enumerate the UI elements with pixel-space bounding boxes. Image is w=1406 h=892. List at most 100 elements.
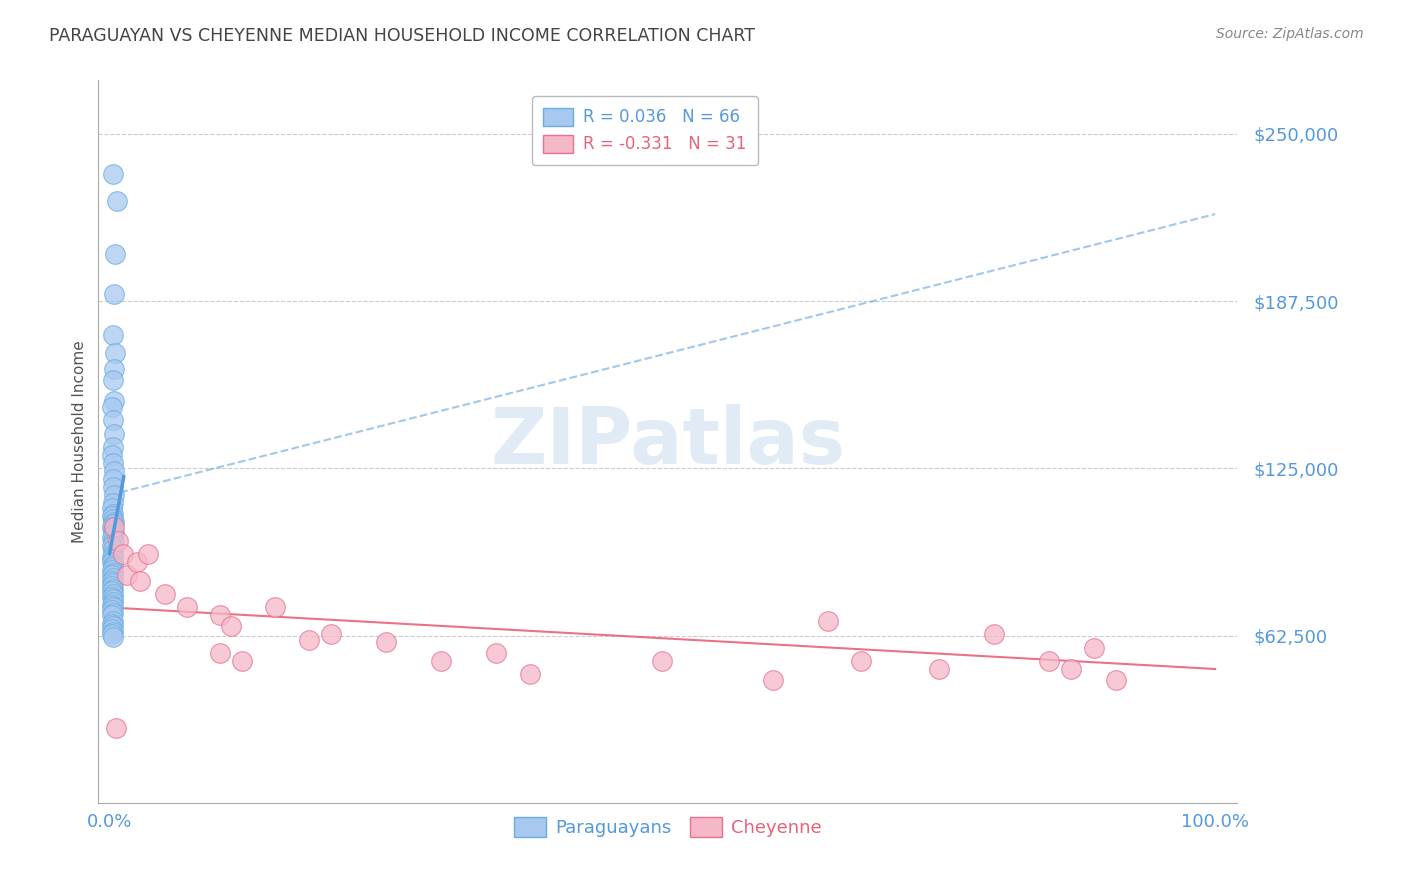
Point: [103, 520, 125, 534]
Point: [100, 563, 122, 577]
Point: [101, 624, 124, 639]
Point: [100, 501, 122, 516]
Point: [103, 536, 125, 550]
Point: [100, 555, 122, 569]
Point: [115, 568, 138, 582]
Point: [101, 547, 124, 561]
Point: [101, 576, 124, 591]
Point: [100, 584, 122, 599]
Point: [101, 558, 124, 572]
Point: [928, 662, 950, 676]
Point: [100, 549, 122, 564]
Point: [817, 614, 839, 628]
Point: [209, 608, 232, 623]
Point: [100, 531, 122, 545]
Point: [103, 287, 125, 301]
Point: [100, 598, 122, 612]
Point: [209, 646, 232, 660]
Point: [101, 517, 124, 532]
Point: [101, 571, 124, 585]
Point: [101, 630, 124, 644]
Point: [176, 600, 198, 615]
Point: [319, 627, 342, 641]
Point: [101, 167, 124, 181]
Point: [103, 488, 125, 502]
Point: [983, 627, 1005, 641]
Point: [231, 654, 253, 668]
Point: [103, 464, 125, 478]
Point: [101, 566, 124, 580]
Text: PARAGUAYAN VS CHEYENNE MEDIAN HOUSEHOLD INCOME CORRELATION CHART: PARAGUAYAN VS CHEYENNE MEDIAN HOUSEHOLD …: [49, 27, 755, 45]
Point: [219, 619, 242, 633]
Text: Source: ZipAtlas.com: Source: ZipAtlas.com: [1216, 27, 1364, 41]
Point: [101, 560, 124, 574]
Point: [104, 346, 127, 360]
Point: [264, 600, 287, 615]
Text: ZIPatlas: ZIPatlas: [491, 403, 845, 480]
Point: [103, 426, 125, 441]
Point: [129, 574, 152, 588]
Point: [136, 547, 159, 561]
Point: [101, 606, 124, 620]
Point: [851, 654, 873, 668]
Point: [762, 673, 785, 687]
Point: [100, 568, 122, 582]
Point: [103, 525, 125, 540]
Point: [101, 552, 124, 566]
Point: [100, 627, 122, 641]
Point: [101, 512, 124, 526]
Point: [101, 541, 124, 556]
Point: [1060, 662, 1083, 676]
Point: [100, 574, 122, 588]
Point: [519, 667, 541, 681]
Point: [100, 616, 122, 631]
Point: [1104, 673, 1126, 687]
Point: [103, 362, 125, 376]
Point: [651, 654, 673, 668]
Point: [101, 507, 124, 521]
Point: [127, 555, 149, 569]
Point: [107, 533, 129, 548]
Point: [374, 635, 396, 649]
Point: [153, 587, 176, 601]
Point: [101, 528, 124, 542]
Point: [103, 515, 125, 529]
Point: [100, 509, 122, 524]
Point: [111, 547, 134, 561]
Point: [103, 394, 125, 409]
Point: [101, 614, 124, 628]
Point: [105, 721, 128, 735]
Point: [100, 520, 122, 534]
Point: [100, 590, 122, 604]
Point: [101, 619, 124, 633]
Point: [101, 480, 124, 494]
Point: [1038, 654, 1060, 668]
Point: [101, 440, 124, 454]
Point: [100, 622, 122, 636]
Point: [430, 654, 453, 668]
Point: [100, 448, 122, 462]
Point: [101, 533, 124, 548]
Point: [101, 327, 124, 342]
Point: [101, 413, 124, 427]
Point: [101, 582, 124, 596]
Point: [101, 456, 124, 470]
Point: [297, 632, 319, 647]
Point: [101, 373, 124, 387]
Point: [105, 194, 128, 208]
Y-axis label: Median Household Income: Median Household Income: [72, 340, 87, 543]
Point: [104, 247, 127, 261]
Point: [101, 592, 124, 607]
Point: [101, 595, 124, 609]
Point: [100, 579, 122, 593]
Point: [101, 587, 124, 601]
Point: [101, 472, 124, 486]
Point: [101, 600, 124, 615]
Point: [100, 608, 122, 623]
Point: [101, 496, 124, 510]
Point: [485, 646, 508, 660]
Point: [1083, 640, 1105, 655]
Legend: Paraguayans, Cheyenne: Paraguayans, Cheyenne: [506, 810, 830, 845]
Point: [100, 603, 122, 617]
Point: [100, 539, 122, 553]
